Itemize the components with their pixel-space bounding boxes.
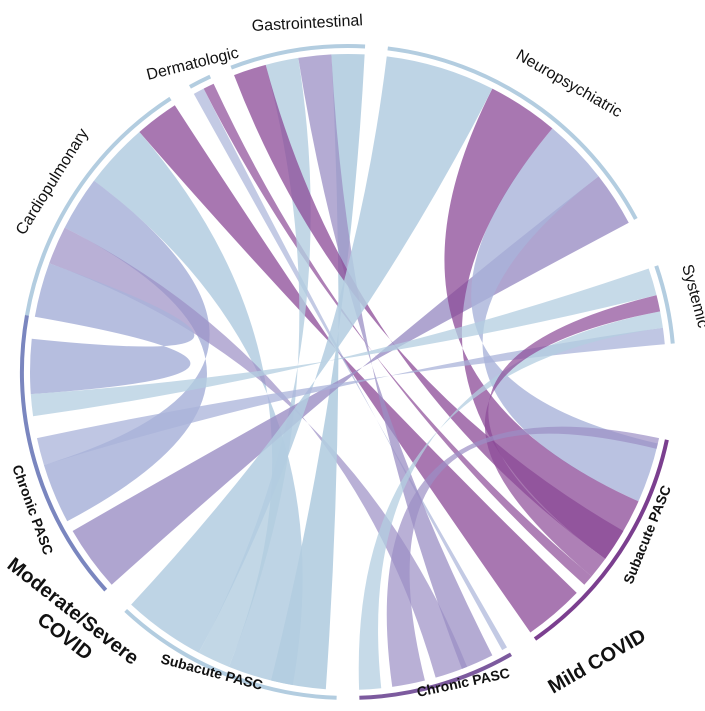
- ribbon-1: [94, 132, 303, 686]
- arc-neuropsychiatric: [387, 46, 638, 220]
- ribbon-15: [36, 327, 665, 465]
- arc-cardiopulmonary: [24, 96, 172, 316]
- arc-systemic: [654, 265, 675, 344]
- group-label-mild-covid: Mild COVID: [545, 625, 650, 698]
- label-systemic: Systemic: [678, 263, 705, 330]
- ribbon-6: [193, 88, 507, 651]
- ribbon-17: [484, 295, 661, 577]
- ribbons: [29, 53, 665, 690]
- ribbon-9: [198, 57, 311, 667]
- label-neuropsychiatric: Neuropsychiatric: [513, 47, 625, 121]
- label-dermatologic: Dermatologic: [145, 45, 241, 84]
- ribbon-8: [298, 54, 493, 669]
- ribbon-3: [49, 227, 468, 678]
- arc-chronic-severe: [20, 315, 108, 592]
- ribbon-14: [131, 56, 493, 653]
- arc-subacute-mild: [533, 439, 669, 641]
- ribbon-19: [386, 426, 660, 687]
- label-gastrointestinal: Gastrointestinal: [251, 12, 363, 35]
- arc-gastrointestinal: [230, 44, 366, 70]
- arc-chronic-mild: [359, 652, 512, 700]
- ribbon-18: [30, 268, 657, 417]
- arc-dermatologic: [188, 74, 212, 89]
- ribbon-2: [43, 180, 210, 522]
- arcs: [20, 44, 675, 700]
- ribbon-0: [139, 105, 577, 633]
- arc-subacute-severe: [124, 608, 337, 700]
- label-chronic-pasc-mild: Chronic PASC: [415, 665, 511, 700]
- ribbon-12: [471, 128, 658, 502]
- ribbon-4: [29, 263, 195, 395]
